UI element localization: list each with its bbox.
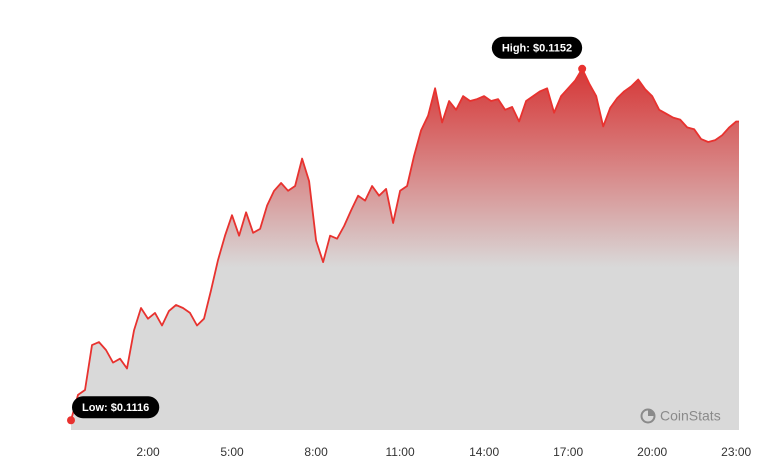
x-tick-label: 8:00 [304, 445, 328, 459]
annotation: High: $0.1152 [491, 36, 583, 59]
annotation: Low: $0.1116 [72, 396, 160, 419]
annotation-point [67, 416, 75, 425]
x-tick-label: 11:00 [386, 445, 415, 459]
x-tick-label: 17:00 [553, 445, 583, 459]
annotation-pill [491, 36, 583, 59]
watermark-icon-slice [648, 409, 655, 416]
price-line [70, 67, 739, 421]
watermark-text: CoinStats [660, 408, 721, 424]
annotation-text: High: $0.1152 [502, 43, 572, 55]
annotation-text: Low: $0.1116 [82, 402, 149, 414]
x-tick-label: 2:00 [136, 445, 160, 459]
x-tick-label: 14:00 [469, 445, 499, 459]
annotation-pill [72, 396, 160, 419]
area-fill [71, 68, 739, 431]
annotation-point [578, 64, 587, 73]
x-tick-label: 5:00 [220, 445, 244, 459]
x-tick-label: 20:00 [637, 445, 667, 459]
watermark: CoinStats [640, 408, 721, 424]
x-tick-label: 23:00 [721, 445, 751, 459]
